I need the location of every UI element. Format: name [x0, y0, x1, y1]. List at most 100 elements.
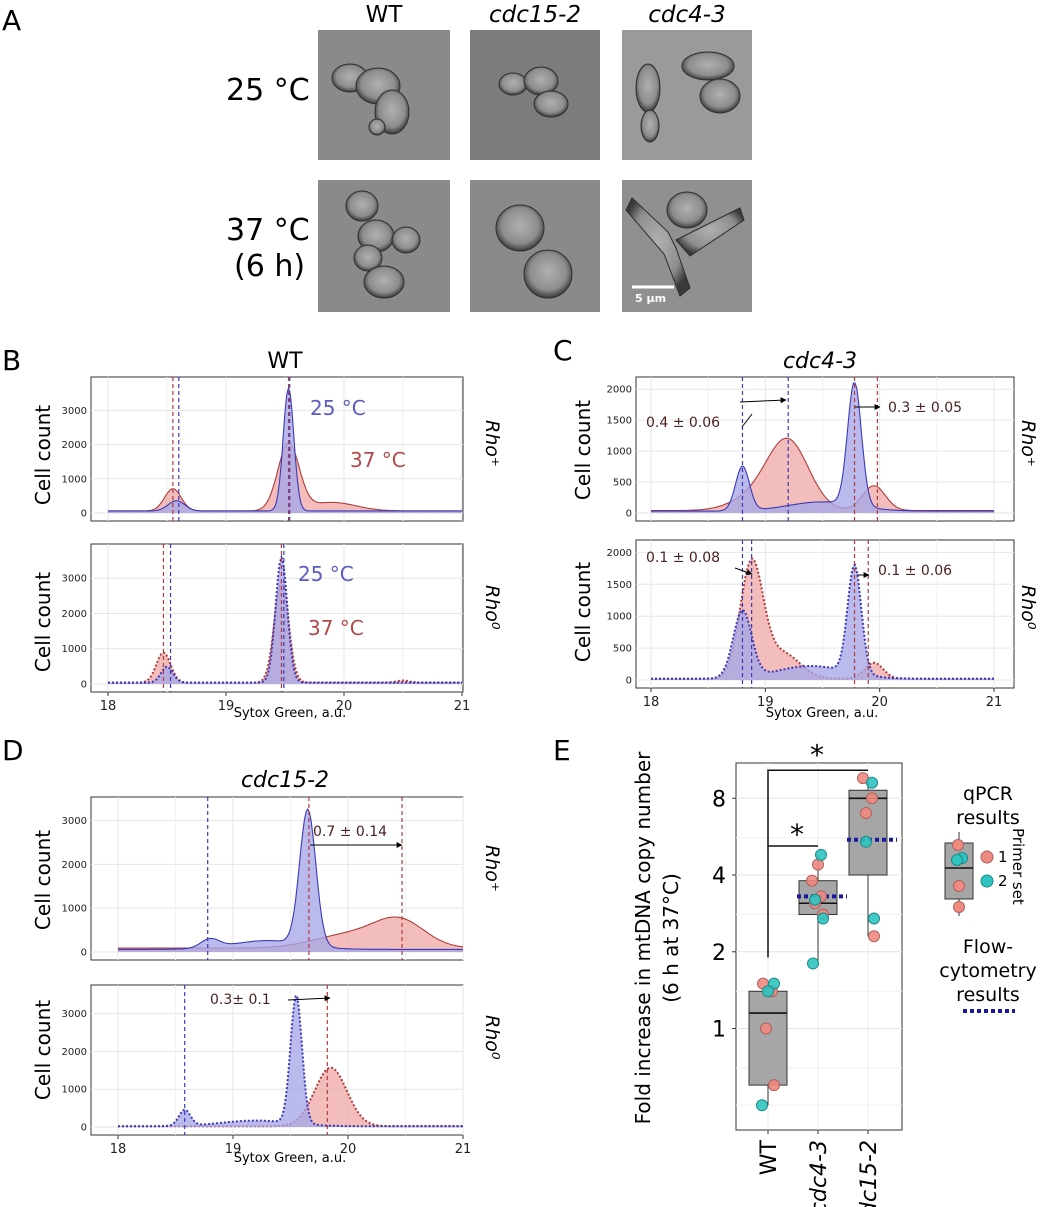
- y-tick-label: 0: [81, 1123, 87, 1134]
- x-tick-label: 19: [218, 699, 235, 714]
- panel-b-top-label-37: 37 °C: [350, 448, 406, 472]
- point-primer-2: [868, 912, 880, 925]
- panel-c-xlabel: Sytox Green, a.u.: [766, 706, 879, 721]
- y-tick-label: 2000: [62, 860, 87, 871]
- sig-bracket-2: [767, 769, 868, 846]
- point-primer-2: [809, 893, 821, 906]
- legend-flow-line1: Flow-: [963, 936, 1013, 958]
- series-line-25c: [108, 385, 462, 512]
- y-tick-label: 2000: [607, 385, 632, 396]
- plot-frame: [635, 539, 1015, 689]
- sig-star-1: *: [790, 818, 804, 851]
- series-area-37c: [651, 438, 994, 513]
- series-area-25c: [651, 565, 994, 680]
- series-line-25c: [651, 563, 994, 680]
- micrograph-cdc4-37: 5 µm: [622, 180, 752, 312]
- x-tick-label: 19: [225, 1142, 242, 1157]
- row-label-6h: (6 h): [234, 249, 305, 284]
- legend-primer2-label: 2: [998, 872, 1008, 890]
- x-category-label: WT: [757, 1139, 782, 1175]
- micrograph-wt-25: [318, 30, 450, 160]
- micrograph-wt-37: [318, 180, 450, 312]
- series-area-37c: [118, 917, 463, 952]
- panel-c-title: cdc4-3: [783, 349, 857, 374]
- col-label-cdc15: cdc15-2: [489, 2, 581, 28]
- y-tick-label: 3000: [62, 574, 87, 585]
- y-tick-label: 500: [613, 644, 632, 655]
- panel-c-top-annotation-left: 0.4 ± 0.06: [646, 415, 720, 431]
- y-tick-label: 3000: [62, 1009, 87, 1020]
- legend-flow-line3: results: [956, 984, 1020, 1006]
- x-tick-label: 21: [454, 699, 471, 714]
- sig-bracket-1: [767, 845, 818, 958]
- panel-b-bottom-plot: 0 1000 2000 3000 18 19 20 21: [62, 543, 471, 714]
- legend-primer1-label: 1: [998, 848, 1008, 866]
- series-line-37c: [651, 437, 994, 512]
- legend-primer2-swatch: [980, 874, 994, 888]
- row-label-37: 37 °C: [226, 213, 310, 248]
- y-tick-label: 2000: [62, 1047, 87, 1058]
- legend-flow-line2: cytometry: [939, 960, 1036, 982]
- scalebar-label: 5 µm: [635, 292, 666, 305]
- panel-c-bottom-annotation-right: 0.1 ± 0.06: [878, 563, 952, 579]
- plot-frame: [90, 984, 464, 1136]
- panel-b-xlabel: Sytox Green, a.u.: [234, 706, 347, 721]
- panel-b-bottom-label-25: 25 °C: [298, 562, 354, 586]
- legend-title-line1: qPCR: [963, 783, 1013, 805]
- point-primer-2: [762, 985, 774, 998]
- legend-box-dot: [953, 880, 965, 892]
- sig-star-2: *: [810, 738, 824, 771]
- y-tick-label: 1000: [62, 904, 87, 915]
- series-area-25c: [118, 995, 463, 1127]
- x-tick-label: 21: [986, 695, 1003, 710]
- col-label-cdc4: cdc4-3: [648, 2, 725, 28]
- panel-d-bottom-annotation: 0.3± 0.1: [210, 992, 271, 1008]
- legend-box: [944, 842, 974, 900]
- panel-d-xlabel: Sytox Green, a.u.: [234, 1151, 347, 1166]
- point-primer-2: [815, 848, 827, 861]
- panel-c-top-annotation-right: 0.3 ± 0.05: [888, 400, 962, 416]
- panel-c-ylabel-bottom: Cell count: [571, 562, 595, 662]
- y-tick-label: 1000: [607, 447, 632, 458]
- x-tick-label: 19: [757, 695, 774, 710]
- legend-primer1-swatch: [980, 850, 994, 864]
- panel-e-ylabel-line1: Fold increase in mtDNA copy number: [631, 751, 655, 1125]
- series-area-25c: [108, 387, 462, 513]
- point-primer-2: [860, 835, 872, 848]
- y-tick-label: 4: [712, 864, 726, 889]
- panel-b-ylabel-bottom: Cell count: [31, 572, 55, 672]
- y-tick-label: 3000: [62, 816, 87, 827]
- panel-d-ylabel-bottom: Cell count: [31, 1000, 55, 1100]
- panel-e-plot: 1 2 4 8 * * WT cdc4-3 cdc15-2: [712, 738, 903, 1207]
- panel-letter-a: A: [2, 4, 21, 37]
- y-tick-label: 1000: [62, 474, 87, 485]
- point-primer-1: [866, 792, 878, 805]
- x-tick-label: 20: [871, 695, 888, 710]
- legend-box-dot: [951, 854, 963, 866]
- x-tick-label: 20: [340, 1142, 357, 1157]
- x-tick-label: 18: [643, 695, 660, 710]
- panel-c-rho-plus: Rho⁺: [1017, 420, 1039, 467]
- panel-d-rho-plus: Rho⁺: [481, 845, 503, 892]
- point-primer-1: [768, 1079, 780, 1092]
- y-tick-label: 0: [626, 509, 632, 520]
- shift-arrow-leader: [741, 413, 753, 428]
- panel-letter-d: D: [2, 734, 24, 767]
- y-tick-label: 500: [613, 478, 632, 489]
- micrograph-cdc15-37: [470, 180, 600, 312]
- shift-arrow: [287, 995, 331, 1002]
- y-tick-label: 2000: [62, 609, 87, 620]
- y-tick-label: 1000: [62, 1085, 87, 1096]
- panel-d-top-plot: 0 1000 2000 3000: [62, 796, 464, 961]
- panel-letter-b: B: [2, 344, 21, 377]
- y-tick-label: 1500: [607, 416, 632, 427]
- y-tick-label: 1500: [607, 580, 632, 591]
- col-label-wt: WT: [366, 2, 404, 28]
- panel-b-title: WT: [267, 349, 303, 374]
- panel-e-ylabel-line2: (6 h at 37°C): [659, 873, 683, 1003]
- y-tick-label: 0: [626, 676, 632, 687]
- y-tick-label: 0: [81, 948, 87, 959]
- panel-b-ylabel-top: Cell count: [31, 405, 55, 505]
- micrograph-cdc4-25: [622, 30, 752, 160]
